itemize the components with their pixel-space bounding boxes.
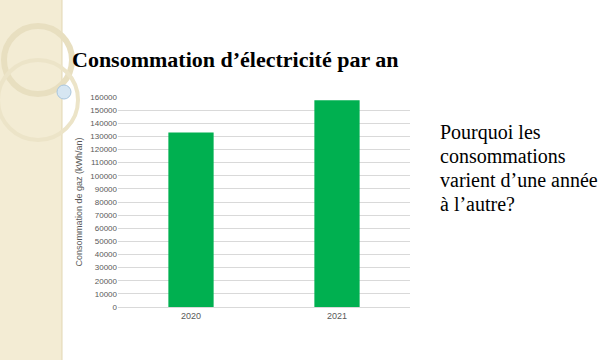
- svg-text:130000: 130000: [90, 132, 117, 141]
- svg-text:2020: 2020: [181, 311, 201, 321]
- svg-text:2021: 2021: [327, 311, 347, 321]
- svg-text:160000: 160000: [90, 93, 117, 102]
- svg-text:Consommation d’électricité par: Consommation d’électricité par an: [72, 47, 399, 72]
- svg-text:40000: 40000: [95, 250, 118, 259]
- svg-text:0: 0: [113, 303, 118, 312]
- svg-text:150000: 150000: [90, 106, 117, 115]
- html-text:Pourquoi les consommations var: Pourquoi les consommations varient d’une…: [440, 121, 598, 215]
- svg-text:20000: 20000: [95, 277, 118, 286]
- svg-text:90000: 90000: [95, 185, 118, 194]
- svg-text:30000: 30000: [95, 263, 118, 272]
- svg-text:80000: 80000: [95, 198, 118, 207]
- svg-text:50000: 50000: [95, 237, 118, 246]
- svg-text:Consommation de gaz (kWh/an): Consommation de gaz (kWh/an): [74, 137, 84, 266]
- svg-text:140000: 140000: [90, 119, 117, 128]
- svg-text:110000: 110000: [91, 158, 118, 167]
- svg-text:120000: 120000: [90, 145, 117, 154]
- svg-text:60000: 60000: [95, 224, 118, 233]
- svg-text:10000: 10000: [95, 290, 118, 299]
- svg-text:70000: 70000: [95, 211, 118, 220]
- svg-text:100000: 100000: [90, 172, 117, 181]
